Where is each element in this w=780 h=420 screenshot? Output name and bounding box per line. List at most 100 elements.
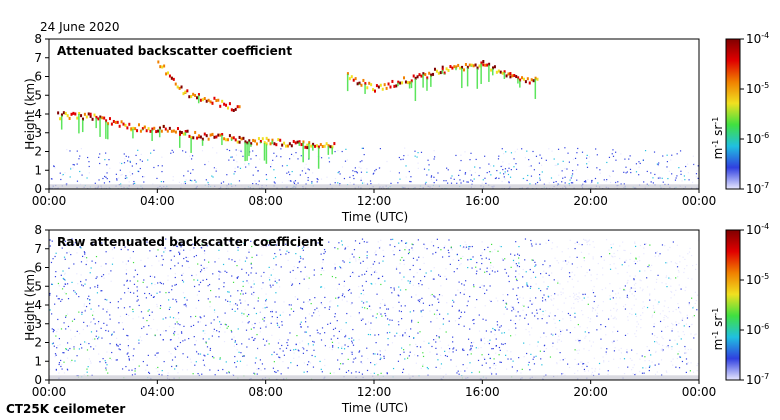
backscatter-pixel xyxy=(648,359,650,362)
backscatter-pixel xyxy=(136,295,139,297)
backscatter-pixel xyxy=(399,249,401,252)
backscatter-pixel xyxy=(626,281,629,284)
backscatter-pixel xyxy=(586,154,588,157)
backscatter-pixel xyxy=(273,181,275,183)
backscatter-pixel xyxy=(236,241,238,244)
backscatter-pixel xyxy=(92,310,95,313)
backscatter-pixel xyxy=(518,254,520,256)
backscatter-pixel xyxy=(456,268,458,270)
backscatter-pixel xyxy=(186,299,188,301)
backscatter-pixel xyxy=(98,156,100,158)
backscatter-pixel xyxy=(84,309,86,311)
backscatter-pixel xyxy=(128,240,130,242)
backscatter-pixel xyxy=(690,362,692,364)
backscatter-pixel xyxy=(667,317,669,319)
backscatter-pixel xyxy=(111,334,113,336)
backscatter-pixel xyxy=(668,170,670,172)
backscatter-pixel xyxy=(549,312,551,314)
backscatter-pixel xyxy=(591,179,593,182)
backscatter-pixel xyxy=(343,261,345,263)
backscatter-pixel xyxy=(574,372,576,375)
backscatter-pixel xyxy=(460,181,462,183)
backscatter-pixel xyxy=(156,352,158,354)
backscatter-pixel xyxy=(695,299,697,302)
backscatter-pixel xyxy=(636,353,638,355)
backscatter-pixel xyxy=(489,357,491,360)
backscatter-pixel xyxy=(306,349,308,352)
backscatter-pixel xyxy=(275,256,277,258)
backscatter-pixel xyxy=(561,373,563,375)
backscatter-pixel xyxy=(498,329,500,331)
backscatter-pixel xyxy=(81,311,83,313)
backscatter-pixel xyxy=(101,242,103,244)
backscatter-pixel xyxy=(497,158,500,160)
backscatter-pixel xyxy=(504,178,506,180)
backscatter-pixel xyxy=(229,240,231,242)
backscatter-pixel xyxy=(591,371,594,373)
backscatter-pixel xyxy=(300,321,302,323)
backscatter-pixel xyxy=(672,241,674,243)
backscatter-pixel xyxy=(695,333,697,335)
backscatter-pixel xyxy=(526,283,528,286)
backscatter-pixel xyxy=(633,304,635,306)
cloud-pixel xyxy=(232,136,235,140)
backscatter-pixel xyxy=(283,354,285,356)
backscatter-pixel xyxy=(633,279,635,281)
backscatter-pixel xyxy=(304,266,306,268)
backscatter-pixel xyxy=(116,345,118,347)
x-axis-label: Time (UTC) xyxy=(341,210,408,224)
backscatter-pixel xyxy=(448,351,450,353)
backscatter-pixel xyxy=(530,243,533,245)
backscatter-pixel xyxy=(262,316,265,319)
cloud-pixel xyxy=(265,136,268,140)
backscatter-pixel xyxy=(236,277,238,279)
backscatter-pixel xyxy=(490,262,492,264)
cloud-pixel xyxy=(194,93,197,97)
backscatter-pixel xyxy=(600,347,602,349)
backscatter-pixel xyxy=(319,156,321,158)
backscatter-pixel xyxy=(515,168,518,170)
backscatter-pixel xyxy=(170,250,172,252)
backscatter-pixel xyxy=(369,334,372,336)
colorbar-tick-label: 10-6 xyxy=(746,131,769,146)
backscatter-pixel xyxy=(405,242,408,244)
backscatter-pixel xyxy=(286,164,288,167)
backscatter-pixel xyxy=(667,177,669,180)
backscatter-pixel xyxy=(289,173,291,176)
backscatter-pixel xyxy=(456,182,458,184)
backscatter-pixel xyxy=(236,304,238,306)
backscatter-pixel xyxy=(346,312,348,315)
backscatter-pixel xyxy=(364,307,366,309)
backscatter-pixel xyxy=(561,251,563,253)
backscatter-pixel xyxy=(540,290,542,292)
backscatter-pixel xyxy=(584,180,587,182)
backscatter-pixel xyxy=(613,340,615,342)
backscatter-pixel xyxy=(239,299,241,301)
backscatter-pixel xyxy=(358,350,361,352)
backscatter-pixel xyxy=(379,350,381,352)
backscatter-pixel xyxy=(395,266,398,268)
backscatter-pixel xyxy=(428,287,430,290)
backscatter-pixel xyxy=(386,318,389,320)
backscatter-pixel xyxy=(320,286,322,288)
backscatter-pixel xyxy=(620,183,622,185)
backscatter-pixel xyxy=(514,151,516,153)
backscatter-pixel xyxy=(538,287,540,290)
cloud-pixel xyxy=(281,143,284,147)
backscatter-pixel xyxy=(539,350,541,352)
backscatter-pixel xyxy=(267,339,269,341)
backscatter-pixel xyxy=(543,345,546,347)
backscatter-pixel xyxy=(654,299,656,301)
backscatter-pixel xyxy=(353,177,355,180)
backscatter-pixel xyxy=(314,309,316,311)
backscatter-pixel xyxy=(442,318,445,320)
backscatter-pixel xyxy=(201,243,203,245)
backscatter-pixel xyxy=(221,271,223,273)
backscatter-pixel xyxy=(607,373,609,375)
backscatter-pixel xyxy=(228,159,230,161)
backscatter-pixel xyxy=(348,337,350,340)
backscatter-pixel xyxy=(535,283,537,285)
cloud-streak xyxy=(250,144,252,147)
backscatter-pixel xyxy=(126,353,128,355)
backscatter-pixel xyxy=(146,320,148,322)
